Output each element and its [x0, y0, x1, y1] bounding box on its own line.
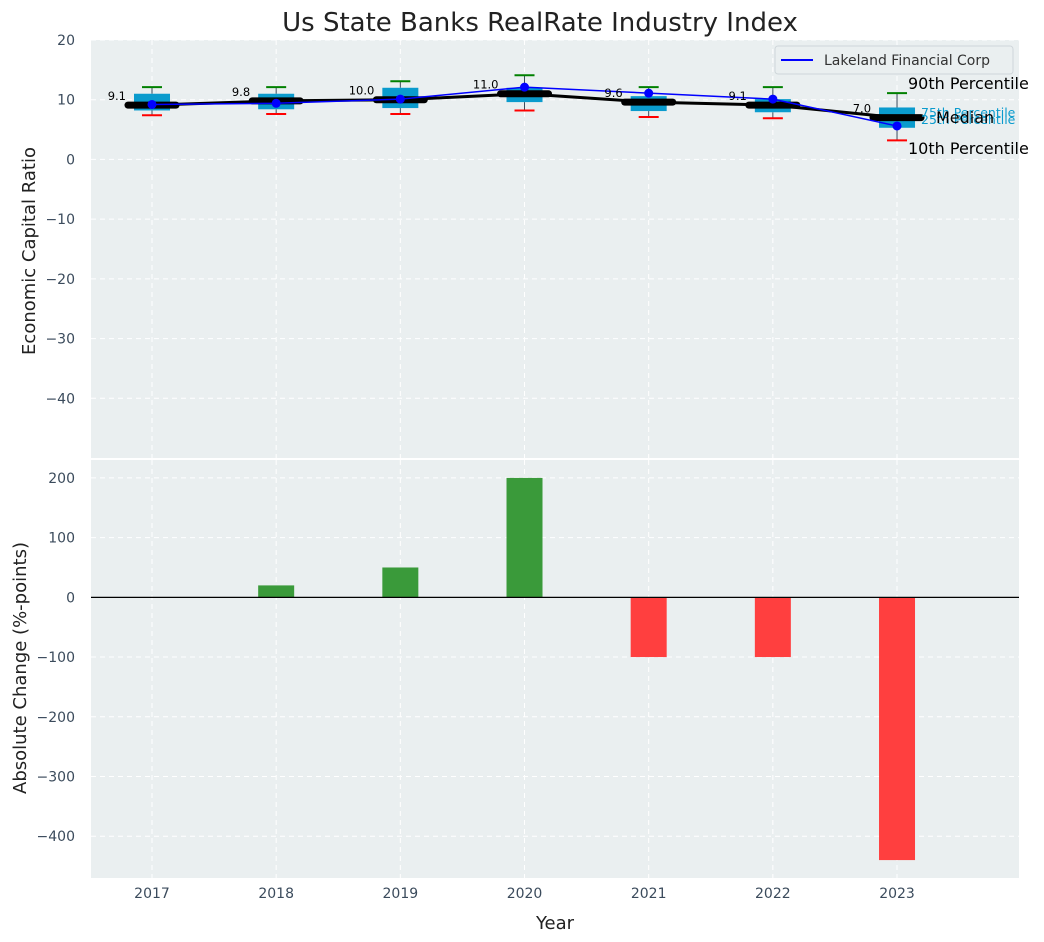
change-bar-2019 [382, 567, 419, 598]
x-tick-labels: 2017 2018 2019 2020 2021 2022 2023 [134, 886, 915, 902]
y-tick-label: −10 [45, 212, 75, 228]
median-value-label: 11.0 [473, 78, 499, 92]
series-point [644, 88, 654, 98]
median-value-label: 10.0 [349, 84, 375, 98]
bottom-panel: 200 100 0 −100 −200 −300 −400 2017 2018 2019 2020… [10, 460, 1019, 934]
x-tick-label: 2017 [134, 886, 170, 902]
percentile-annotations: 90th Percentile 75th Percentile 25th Per… [908, 74, 1029, 158]
y-tick-label: 100 [48, 531, 75, 547]
annotation-p10: 10th Percentile [908, 139, 1029, 158]
change-bar-2020 [506, 477, 543, 598]
x-tick-label: 2019 [383, 886, 419, 902]
legend: Lakeland Financial Corp [774, 45, 1014, 75]
annotation-p75: 75th Percentile [921, 105, 1016, 120]
legend-entry-label: Lakeland Financial Corp [824, 53, 990, 69]
change-bar-2023 [879, 597, 916, 861]
y-tick-label: −300 [37, 769, 75, 785]
change-bar-2021 [630, 597, 667, 658]
bottom-plot-background [91, 460, 1019, 878]
x-axis-label: Year [535, 913, 575, 934]
x-tick-label: 2020 [507, 886, 543, 902]
series-point [520, 82, 530, 92]
y-tick-label: 10 [57, 93, 75, 109]
median-value-label: 9.1 [729, 89, 747, 103]
y-tick-label: 200 [48, 471, 75, 487]
annotation-p90: 90th Percentile [908, 74, 1029, 93]
x-tick-label: 2023 [879, 886, 915, 902]
median-labels: 9.1 9.8 10.0 11.0 9.6 9.1 7.0 [108, 78, 871, 116]
change-bars [91, 477, 1019, 861]
y-tick-label: 20 [57, 33, 75, 49]
series-point [147, 99, 157, 109]
series-point [395, 94, 405, 104]
median-value-label: 9.6 [604, 86, 622, 100]
annotation-p25: 25th Percentile [921, 112, 1016, 127]
bottom-y-tick-labels: 200 100 0 −100 −200 −300 −400 [37, 471, 75, 845]
median-value-label: 9.1 [108, 89, 126, 103]
top-panel: 20 10 0 −10 −20 −30 −40 Economic Capital Ratio… [19, 33, 1029, 458]
change-bar-2018 [258, 585, 295, 598]
annotation-median: Median [936, 108, 994, 127]
top-plot-background [91, 40, 1019, 458]
legend-box [774, 45, 1014, 75]
y-tick-label: −100 [37, 650, 75, 666]
top-grid [91, 39, 1019, 458]
x-tick-label: 2018 [258, 886, 294, 902]
y-tick-label: −30 [45, 332, 75, 348]
chart-title: Us State Banks RealRate Industry Index [282, 8, 798, 38]
y-tick-label: 0 [66, 590, 75, 606]
y-tick-label: −400 [37, 829, 75, 845]
x-tick-label: 2022 [755, 886, 791, 902]
series-point [768, 94, 778, 104]
top-y-tick-labels: 20 10 0 −10 −20 −30 −40 [45, 33, 75, 407]
top-y-axis-label: Economic Capital Ratio [19, 147, 40, 355]
y-tick-label: −40 [45, 391, 75, 407]
series-point [892, 121, 902, 131]
y-tick-label: 0 [66, 152, 75, 168]
y-tick-label: −200 [37, 710, 75, 726]
y-tick-label: −20 [45, 272, 75, 288]
x-tick-label: 2021 [631, 886, 667, 902]
bottom-y-axis-label: Absolute Change (%-points) [10, 542, 31, 794]
median-value-label: 7.0 [853, 102, 871, 116]
median-value-label: 9.8 [232, 85, 250, 99]
series-point [271, 98, 281, 108]
series-line-group [147, 82, 902, 131]
change-bar-2022 [754, 597, 791, 658]
